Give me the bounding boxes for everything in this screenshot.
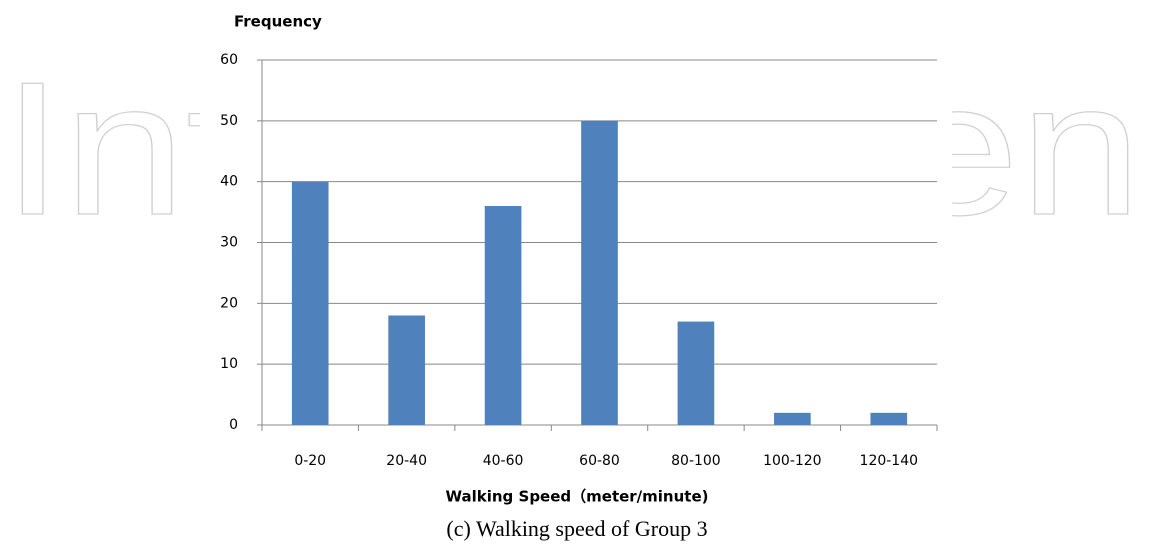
x-tick-label: 0-20 (294, 453, 326, 469)
y-tick-label: 40 (220, 174, 238, 190)
y-tick-label: 20 (220, 295, 238, 311)
x-tick-label: 40-60 (483, 453, 524, 469)
x-tick-label: 100-120 (763, 453, 822, 469)
x-tick-label: 80-100 (671, 453, 721, 469)
y-tick-label: 10 (220, 356, 238, 372)
y-tick-label: 30 (220, 235, 238, 251)
y-tick-label: 50 (220, 113, 238, 129)
x-tick-label: 20-40 (386, 453, 427, 469)
x-axis-title: Walking Speed（meter/minute) (445, 488, 708, 506)
bar (581, 120, 618, 425)
y-tick-label: 60 (220, 52, 238, 68)
caption: (c) Walking speed of Group 3 (446, 516, 707, 541)
y-axis-title: Frequency (234, 13, 322, 31)
y-tick-label: 0 (229, 417, 238, 433)
bar (774, 412, 811, 425)
x-tick-label: 120-140 (860, 453, 919, 469)
bar (291, 181, 329, 425)
bar (870, 412, 908, 425)
x-tick-label: 60-80 (579, 453, 620, 469)
bar (484, 206, 522, 425)
bar (677, 321, 715, 425)
bar (388, 315, 425, 425)
